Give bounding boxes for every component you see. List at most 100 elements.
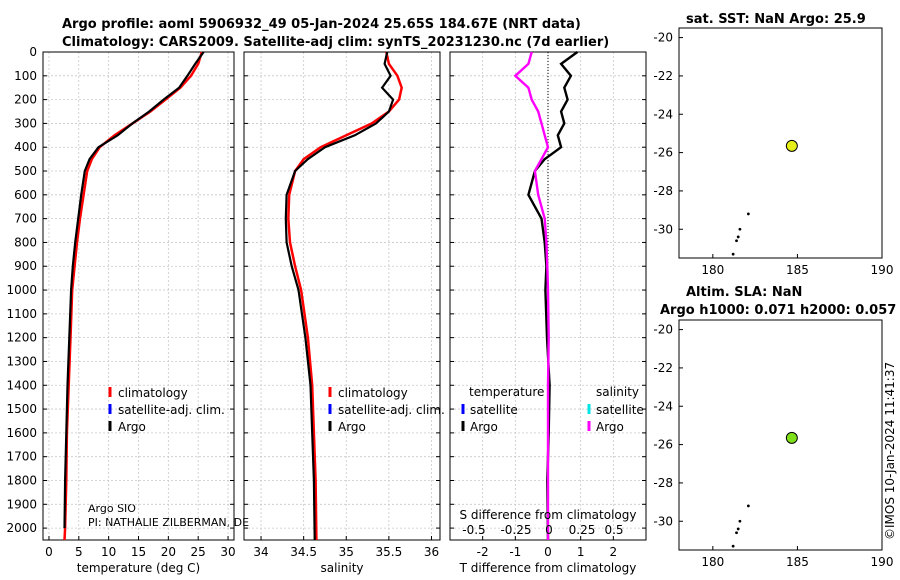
legend-label: climatology [338,386,408,400]
map-y-tick-label: -30 [653,514,673,528]
credit-pi: PI: NATHALIE ZILBERMAN, DE [88,516,249,529]
map-track-point [735,531,738,535]
x-axis-label: salinity [320,561,363,575]
depth-tick-label: 1100 [6,307,37,321]
sla-map-subtitle: Argo h1000: 0.071 h2000: 0.057 [660,303,896,318]
x-tick-label: 34 [253,545,268,559]
figure-title-line1: Argo profile: aoml 5906932_49 05-Jan-202… [62,17,581,32]
legend-label: satellite [470,403,518,417]
map-y-tick-label: -20 [653,31,673,45]
map-track-point [736,527,740,531]
depth-tick-label: 1200 [6,331,37,345]
secondary-x-tick-label: 0 [545,523,553,537]
x-tick-label: 15 [131,545,146,559]
legend-label: satellite-adj. clim. [118,403,225,417]
x-tick-label: 25 [191,545,206,559]
x-tick-label: 35 [339,545,354,559]
depth-tick-label: 1700 [6,450,37,464]
map-y-tick-label: -24 [653,107,673,121]
series-s-difference [513,51,550,540]
map-y-tick-label: -20 [653,323,673,337]
argo-location-marker [785,431,798,444]
depth-tick-label: 2000 [6,521,37,535]
sla-map-title: Altim. SLA: NaN [686,285,802,300]
map-y-tick-label: -26 [653,438,673,452]
figure-title-line2: Climatology: CARS2009. Satellite-adj cli… [62,35,609,50]
depth-tick-label: 1300 [6,354,37,368]
depth-tick-label: 1000 [6,283,37,297]
x-tick-label: 0 [544,545,552,559]
series-t-difference [527,51,579,541]
depth-tick-label: 1500 [6,402,37,416]
map-x-tick-label: 185 [786,555,809,569]
legend-label: Argo [118,420,146,434]
legend-title-temperature: temperature [469,385,544,399]
x-tick-label: 35.5 [376,545,403,559]
credit-argo-sio: Argo SIO [88,502,136,515]
x-tick-label: -1 [509,545,521,559]
map-track-point [746,504,750,508]
map-frame [678,27,883,259]
legend-label: satellite-adj. clim. [338,403,445,417]
x-tick-label: 10 [101,545,116,559]
depth-tick-label: 800 [14,235,37,249]
map-track-point [735,239,738,243]
x-tick-label: 0 [45,545,53,559]
map-track-point [746,212,750,216]
map-x-tick-label: 180 [701,263,724,277]
legend-label: Argo [338,420,366,434]
map-y-tick-label: -26 [653,146,673,160]
x-axis-label: temperature (deg C) [77,561,200,575]
x-tick-label: 20 [161,545,176,559]
map-x-tick-label: 190 [871,555,894,569]
map-track-point [738,519,742,523]
sst-map-title: sat. SST: NaN Argo: 25.9 [686,12,866,27]
x-tick-label: 2 [610,545,618,559]
x-tick-label: 36 [424,545,439,559]
x-axis-label: T difference from climatology [459,561,637,575]
x-tick-label: 34.5 [290,545,317,559]
series-argo [284,51,395,541]
x-tick-label: -2 [477,545,489,559]
argo-location-marker [785,139,798,152]
map-track-point [731,252,735,256]
depth-tick-label: 1400 [6,378,37,392]
legend-label: Argo [596,420,624,434]
map-y-tick-label: -22 [653,361,673,375]
map-track-point [738,227,742,231]
depth-tick-label: 600 [14,188,37,202]
panel-frame [42,51,235,541]
secondary-x-tick-label: -0.5 [462,523,485,537]
series-argo [63,51,205,529]
depth-tick-label: 0 [29,45,37,59]
map-x-tick-label: 190 [871,263,894,277]
depth-tick-label: 1900 [6,497,37,511]
legend-label: climatology [118,386,188,400]
secondary-x-tick-label: 0.5 [604,523,623,537]
secondary-x-tick-label: 0.25 [569,523,596,537]
map-y-tick-label: -28 [653,476,673,490]
x-tick-label: 1 [577,545,585,559]
depth-tick-label: 700 [14,212,37,226]
depth-tick-label: 100 [14,69,37,83]
map-y-tick-label: -22 [653,69,673,83]
series-climatology [63,51,203,541]
series-climatology [287,51,403,541]
map-x-tick-label: 180 [701,555,724,569]
x-tick-label: 30 [220,545,235,559]
legend-title-salinity: salinity [596,385,639,399]
depth-tick-label: 200 [14,93,37,107]
secondary-x-axis-label: S difference from climatology [460,508,637,522]
depth-tick-label: 1800 [6,473,37,487]
depth-tick-label: 900 [14,259,37,273]
map-y-tick-label: -28 [653,184,673,198]
depth-tick-label: 500 [14,164,37,178]
map-x-tick-label: 185 [786,263,809,277]
secondary-x-tick-label: -0.25 [500,523,531,537]
legend-label: Argo [470,420,498,434]
map-frame [678,319,883,551]
depth-tick-label: 300 [14,116,37,130]
imos-timestamp: ©IMOS 10-Jan-2024 11:41:37 [883,362,897,540]
